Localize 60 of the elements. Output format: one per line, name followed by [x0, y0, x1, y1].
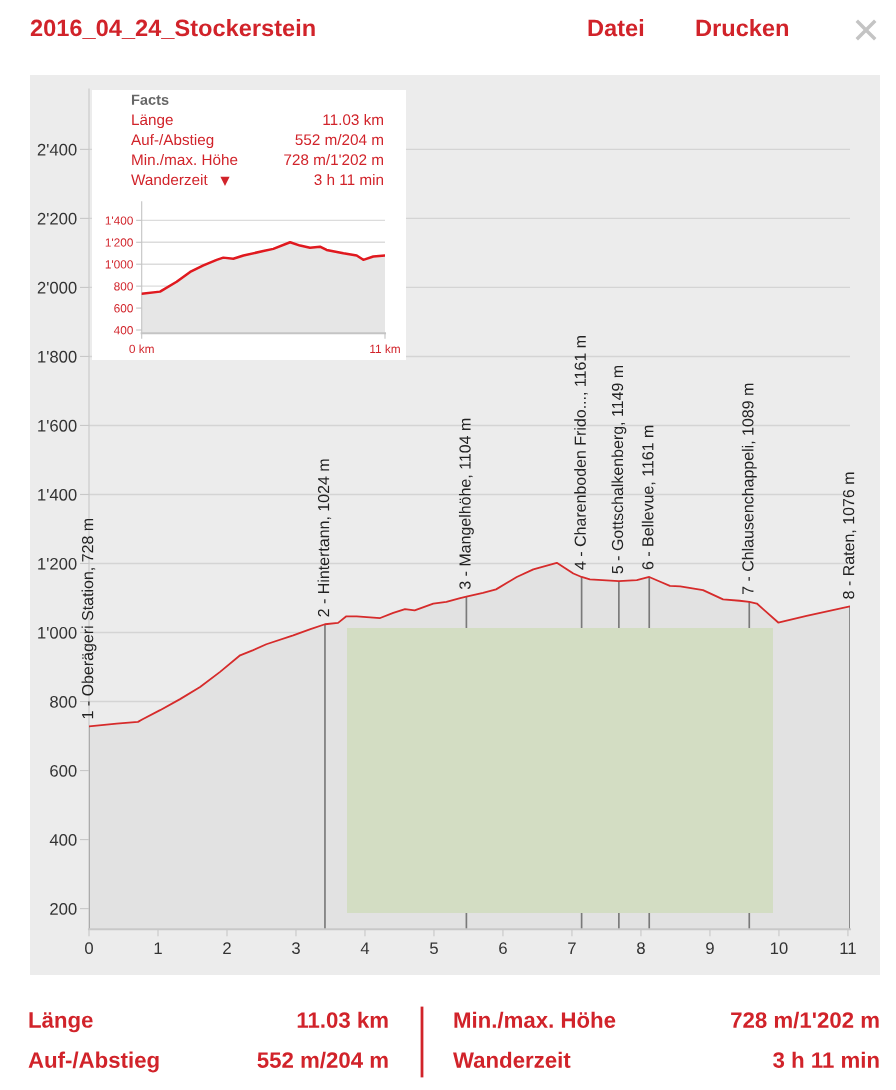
ref-line-label: 3 - Mangelhöhe, 1104 m [458, 418, 474, 590]
x-tick-label: 10 [770, 942, 788, 955]
y-tick-label: 1'400 [38, 488, 77, 501]
x-tick-label: 3 [291, 942, 300, 955]
x-tick-label: 11 km [370, 344, 400, 353]
ref-line-label: 7 - Chlausenchappeli, 1089 m [741, 383, 757, 595]
y-tick-label: 1'000 [105, 260, 133, 269]
x-tick-label: 1 [154, 942, 162, 954]
x-tick-label: 11 [840, 942, 856, 954]
text: Wanderzeit [453, 1051, 571, 1068]
chart-title: 2016_04_24_Stockerstein [30, 19, 315, 39]
x-tick-label: 5 [430, 942, 438, 955]
text: Auf-/Abstieg [28, 1051, 159, 1073]
x-tick-label: 2 [223, 942, 231, 954]
y-tick-label: 400 [49, 833, 77, 846]
x-tick-label: 8 [637, 942, 645, 955]
text: 11.03 km [297, 1011, 388, 1028]
y-tick-label: 2'200 [37, 212, 77, 225]
ref-line-label: 4 - Charenboden Frido..., 1161 m [574, 336, 588, 570]
y-tick-label: 400 [113, 326, 133, 335]
annotation: Wanderzeit [131, 173, 208, 186]
ref-line-label: 2 - Hintertann, 1024 m [317, 459, 332, 617]
y-tick-label: 1'400 [105, 216, 133, 225]
text: Datei [588, 19, 644, 37]
text: Länge [29, 1012, 93, 1033]
y-tick-label: 600 [50, 764, 77, 777]
y-tick-label: 1'200 [105, 238, 133, 247]
annotation: 552 m/204 m [295, 133, 383, 146]
ref-line-label: 5 - Gottschalkenberg, 1149 m [611, 365, 627, 574]
x-tick-label: 7 [568, 942, 576, 954]
y-tick-label: 800 [114, 282, 133, 291]
y-tick-label: 2'000 [37, 281, 77, 294]
y-tick-label: 800 [50, 695, 77, 708]
text: 728 m/1'202 m [731, 1011, 879, 1029]
x-tick-label: 9 [706, 942, 714, 955]
annotation: Länge [132, 114, 173, 129]
y-tick-label: 1'600 [38, 419, 77, 432]
annotation: 3 h 11 min [314, 173, 384, 186]
y-tick-label: 200 [50, 903, 77, 915]
y-tick-label: 1'200 [38, 557, 77, 570]
annotation: 11.03 km [323, 113, 383, 126]
y-tick-label: 1'000 [38, 626, 77, 639]
x-tick-label: 0 km [129, 344, 154, 354]
x-tick-label: 0 [85, 942, 93, 955]
text: 3 h 11 min [773, 1051, 879, 1068]
ref-line-label: 6 - Bellevue, 1161 m [641, 425, 656, 570]
annotation: Auf-/Abstieg [131, 133, 214, 149]
text: Min./max. Höhe [454, 1011, 616, 1029]
y-tick-label: 600 [114, 304, 133, 313]
ref-line-label: 1 - Oberägeri Station, 728 m [81, 518, 97, 719]
annotation: Min./max. Höhe [132, 153, 238, 166]
chart-title: Facts [131, 94, 169, 105]
y-tick-label: 1'800 [38, 350, 77, 363]
x-tick-label: 4 [360, 942, 370, 954]
x-tick-label: 6 [499, 942, 507, 955]
annotation: 728 m/1'202 m [284, 153, 383, 166]
text: 552 m/204 m [257, 1051, 388, 1069]
ref-line-label: 8 - Raten, 1076 m [842, 472, 857, 599]
y-tick-label: 2'400 [37, 143, 77, 156]
text: Drucken [696, 19, 789, 37]
